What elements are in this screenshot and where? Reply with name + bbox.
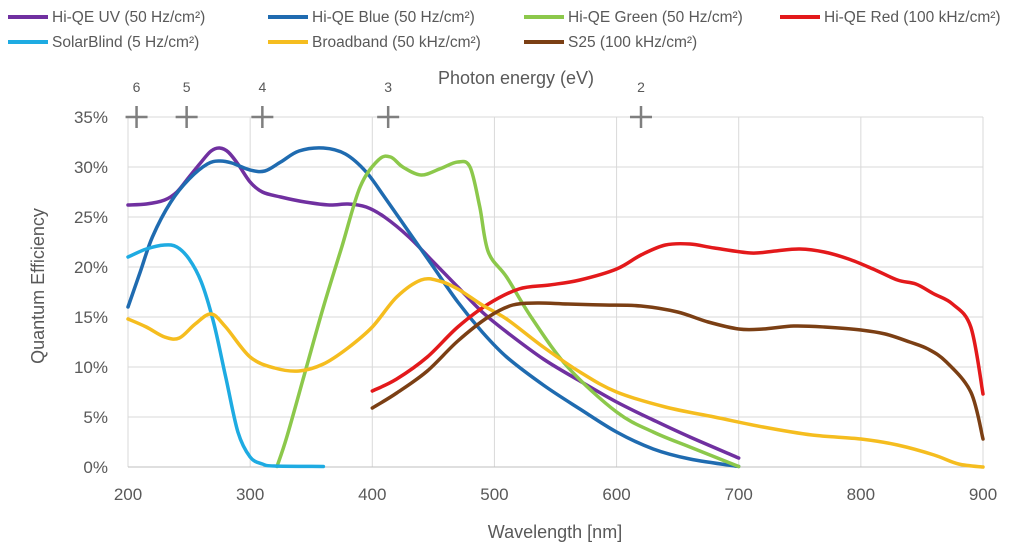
top-axis-title: Photon energy (eV) [438, 68, 594, 88]
legend-label: Broadband (50 kHz/cm²) [312, 34, 481, 51]
x-tick-label: 600 [602, 485, 630, 504]
legend-label: S25 (100 kHz/cm²) [568, 34, 697, 51]
x-tick-label: 800 [847, 485, 875, 504]
x-tick-label: 200 [114, 485, 142, 504]
series-line-6 [370, 301, 985, 441]
series-line-1 [126, 146, 741, 469]
x-tick-label: 700 [725, 485, 753, 504]
y-tick-label: 5% [83, 408, 108, 427]
series-line-3 [370, 241, 985, 396]
energy-marker-label: 2 [637, 79, 645, 95]
legend-label: Hi-QE Green (50 Hz/cm²) [568, 9, 743, 26]
series-line-4 [126, 243, 326, 469]
energy-marker-label: 6 [133, 79, 141, 95]
x-tick-label: 400 [358, 485, 386, 504]
y-tick-label: 35% [74, 108, 108, 127]
legend-label: Hi-QE Red (100 kHz/cm²) [824, 9, 1001, 26]
legend-label: Hi-QE Blue (50 Hz/cm²) [312, 9, 475, 26]
y-tick-label: 0% [83, 458, 108, 477]
legend-label: SolarBlind (5 Hz/cm²) [52, 34, 199, 51]
energy-marker-label: 5 [183, 79, 191, 95]
axis-ticks: 0% 5% 10% 15% 20% 25% 30% 35% 200 300 400 500 600 700… [74, 108, 997, 504]
series-line-5 [126, 276, 985, 469]
series-line-0 [126, 146, 741, 460]
y-tick-label: 10% [74, 358, 108, 377]
legend-label: Hi-QE UV (50 Hz/cm²) [52, 9, 205, 26]
photon-energy-axis: Photon energy (eV) 6 5 4 3 2 [125, 68, 652, 128]
series-lines [126, 146, 985, 469]
y-tick-label: 30% [74, 158, 108, 177]
y-tick-label: 25% [74, 208, 108, 227]
y-tick-label: 20% [74, 258, 108, 277]
grid [127, 116, 984, 468]
energy-marker-label: 3 [384, 79, 392, 95]
legend: Hi-QE UV (50 Hz/cm²) Hi-QE Blue (50 Hz/cm… [8, 9, 1001, 51]
series-line-2 [275, 154, 741, 469]
x-tick-label: 300 [236, 485, 264, 504]
x-tick-label: 500 [480, 485, 508, 504]
y-tick-label: 15% [74, 308, 108, 327]
energy-marker-label: 4 [258, 79, 266, 95]
x-tick-label: 900 [969, 485, 997, 504]
y-axis-title: Quantum Efficiency [28, 208, 48, 364]
x-axis-title: Wavelength [nm] [488, 522, 622, 542]
